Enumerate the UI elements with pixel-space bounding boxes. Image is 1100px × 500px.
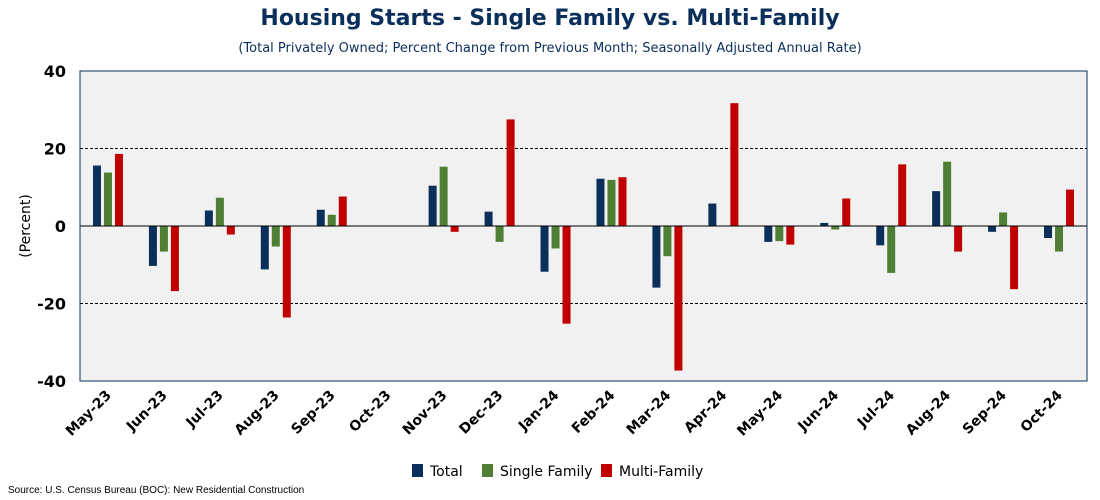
bar-single-family (887, 226, 896, 273)
y-axis-label: (Percent) (18, 194, 34, 258)
bar-multi-family (786, 226, 795, 245)
bar-total (540, 226, 549, 272)
bar-single-family (607, 179, 616, 226)
bar-group (92, 103, 1075, 371)
legend-label[interactable]: Total (429, 464, 463, 480)
bar-total (204, 210, 213, 226)
bar-total (932, 191, 941, 226)
bar-total (596, 178, 605, 226)
x-tick-label: Sep-23 (288, 388, 338, 438)
x-tick-label: Jul-24 (854, 387, 898, 431)
bar-single-family (943, 161, 952, 226)
x-tick-label: Oct-23 (346, 388, 394, 436)
legend-swatch (601, 464, 612, 477)
bar-total (708, 203, 717, 226)
bar-multi-family (842, 198, 851, 226)
x-tick-label: Feb-24 (569, 387, 619, 437)
y-tick-label: 20 (44, 140, 66, 159)
bar-single-family (663, 226, 672, 257)
x-tick-label: Jan-24 (515, 387, 562, 434)
bar-single-family (551, 226, 560, 249)
bar-multi-family (562, 226, 571, 324)
bar-single-family (775, 226, 784, 242)
x-tick-label: Jun-24 (794, 387, 842, 435)
x-tick-label: Aug-24 (903, 387, 954, 438)
bar-multi-family (954, 226, 963, 252)
y-tick-label: 0 (55, 217, 66, 236)
bar-single-family (159, 226, 168, 252)
bar-total (92, 165, 101, 226)
bar-multi-family (1066, 189, 1075, 226)
bar-total (148, 226, 157, 266)
bar-single-family (831, 226, 840, 230)
legend[interactable]: Total Single Family Multi-Family (412, 464, 703, 480)
x-tick-label: Dec-23 (456, 388, 506, 438)
bar-multi-family (114, 153, 123, 226)
x-tick-label: Sep-24 (960, 387, 1010, 437)
bar-multi-family (170, 226, 179, 292)
bar-multi-family (226, 226, 235, 235)
bar-multi-family (898, 164, 907, 226)
bar-total (484, 211, 493, 226)
bar-total (820, 222, 829, 226)
y-tick-label: -40 (37, 372, 66, 391)
x-tick-label: Jul-23 (183, 388, 227, 432)
bar-total (316, 209, 325, 226)
bar-single-family (1055, 226, 1064, 252)
bar-single-family (495, 226, 504, 242)
legend-label[interactable]: Single Family (500, 464, 593, 480)
bar-total (988, 226, 997, 232)
grid-lines (80, 148, 1087, 304)
chart-title: Housing Starts - Single Family vs. Multi… (260, 6, 840, 31)
y-tick-label: -20 (37, 295, 66, 314)
bar-single-family (327, 214, 336, 226)
x-tick-label: Oct-24 (1018, 387, 1066, 435)
y-tick-label: 40 (44, 62, 66, 81)
y-axis: -40 -20 0 20 40 (37, 62, 66, 391)
legend-swatch (412, 464, 423, 477)
x-tick-label: Mar-24 (624, 387, 675, 438)
bar-multi-family (1010, 226, 1019, 290)
bar-multi-family (674, 226, 683, 371)
bar-total (876, 226, 885, 246)
x-axis: May-23 Jun-23 Jul-23 Aug-23 Sep-23 Oct-23 Nov-… (63, 387, 1066, 439)
bar-multi-family (282, 226, 291, 318)
bar-total (260, 226, 269, 270)
x-tick-label: Apr-24 (681, 387, 730, 436)
bar-single-family (271, 226, 280, 247)
x-tick-label: May-23 (63, 388, 115, 440)
bar-total (1044, 226, 1053, 239)
bar-single-family (215, 197, 224, 226)
bar-total (764, 226, 773, 242)
bar-single-family (999, 212, 1008, 226)
chart-subtitle: (Total Privately Owned; Percent Change f… (238, 41, 862, 56)
bar-multi-family (618, 177, 627, 226)
x-tick-label: Aug-23 (232, 388, 283, 439)
plot-frame (79, 70, 1088, 382)
bar-single-family (103, 172, 112, 226)
bar-single-family (439, 166, 448, 226)
bar-multi-family (506, 119, 515, 226)
x-tick-label: May-24 (734, 387, 786, 439)
legend-swatch (482, 464, 493, 477)
bar-multi-family (450, 226, 459, 232)
bar-total (428, 185, 437, 226)
x-tick-label: Nov-23 (400, 388, 451, 439)
source-note: Source: U.S. Census Bureau (BOC): New Re… (8, 485, 305, 496)
legend-label[interactable]: Multi-Family (619, 464, 703, 480)
bar-multi-family (730, 103, 739, 226)
bar-multi-family (338, 196, 347, 226)
bar-total (652, 226, 661, 288)
x-tick-label: Jun-23 (123, 388, 171, 436)
